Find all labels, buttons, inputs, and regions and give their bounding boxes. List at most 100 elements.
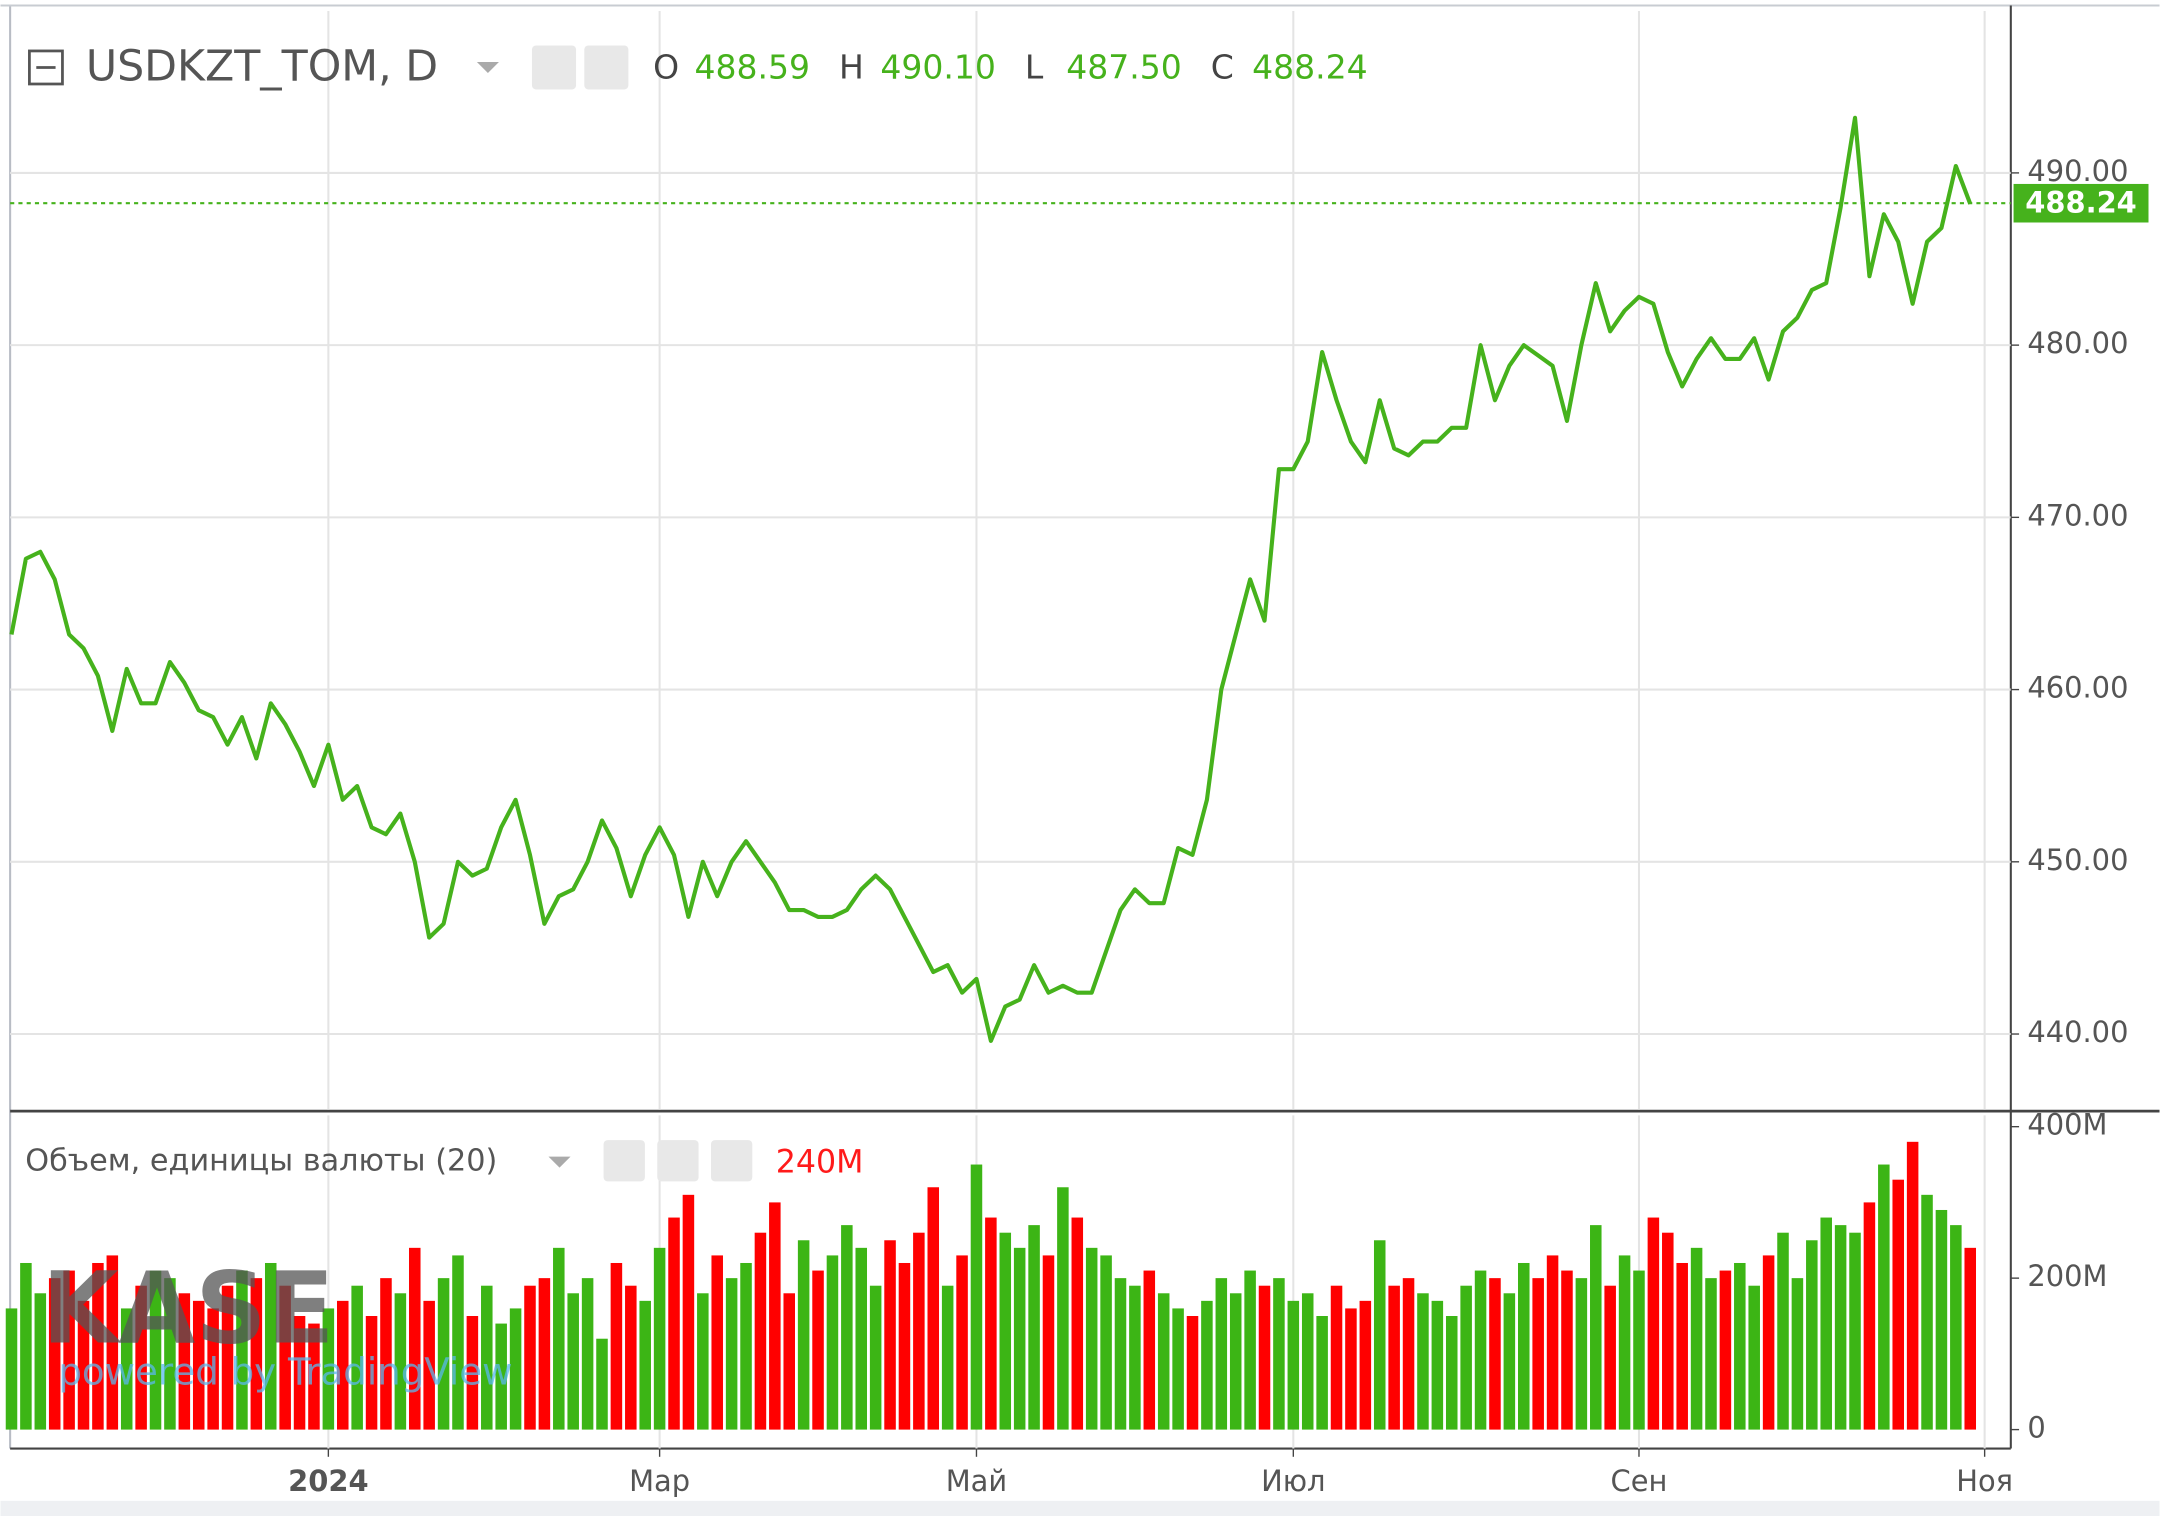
volume-bar xyxy=(1388,1285,1400,1430)
volume-bar xyxy=(1618,1255,1631,1430)
volume-bar xyxy=(264,1262,277,1430)
volume-bar xyxy=(336,1300,349,1430)
volume-bar xyxy=(970,1164,983,1430)
volume-bar xyxy=(941,1285,954,1430)
volume-bar xyxy=(581,1278,594,1430)
y-tick-label: 450.00 xyxy=(2027,843,2128,877)
volume-bar xyxy=(1690,1247,1703,1430)
volume-bar xyxy=(1532,1278,1544,1430)
eye-icon[interactable] xyxy=(531,45,577,90)
volume-bar xyxy=(1445,1316,1458,1430)
eye-icon[interactable] xyxy=(603,1140,645,1182)
volume-bar xyxy=(740,1262,752,1430)
y-tick-label: 400M xyxy=(2027,1108,2107,1142)
volume-bar xyxy=(192,1300,205,1430)
volume-bar xyxy=(322,1308,335,1430)
volume-bar xyxy=(1546,1255,1559,1430)
volume-bar xyxy=(855,1247,868,1430)
volume-bar xyxy=(625,1285,637,1430)
price-line xyxy=(9,115,1973,1043)
volume-bar xyxy=(1748,1285,1760,1430)
ohlc-value: 488.24 xyxy=(1252,47,1368,86)
volume-bar xyxy=(279,1285,291,1430)
y-tick-label: 460.00 xyxy=(2027,671,2128,705)
volume-bar xyxy=(999,1232,1012,1430)
volume-bar xyxy=(913,1232,925,1430)
volume-bar xyxy=(1935,1209,1948,1430)
volume-bar xyxy=(178,1293,191,1430)
volume-bar xyxy=(409,1247,421,1430)
marks: 488.24 xyxy=(5,115,2149,1430)
volume-bar xyxy=(1402,1278,1415,1430)
volume-bar xyxy=(452,1255,464,1430)
volume-bar xyxy=(1186,1316,1199,1430)
volume-bar xyxy=(653,1247,666,1430)
x-tick-label: Сен xyxy=(1611,1464,1668,1498)
volume-bar xyxy=(1229,1293,1242,1430)
volume-bar xyxy=(149,1270,162,1430)
volume-bar xyxy=(293,1316,306,1430)
volume-bar xyxy=(639,1300,651,1430)
volume-bar xyxy=(437,1278,450,1430)
x-tick-label: Мар xyxy=(629,1464,690,1498)
ohlc: O 488.59 H 490.10 L 487.50 C 488.24 xyxy=(653,47,1368,86)
volume-bar xyxy=(77,1300,90,1430)
volume-bar xyxy=(1892,1179,1904,1430)
volume-bar xyxy=(1633,1270,1645,1430)
volume-bar xyxy=(1647,1217,1660,1430)
volume-bar xyxy=(1518,1262,1530,1430)
volume-bar xyxy=(1301,1293,1314,1430)
volume-bar xyxy=(956,1255,968,1430)
volume-bar xyxy=(1085,1247,1098,1430)
dropdown-icon[interactable] xyxy=(548,1156,571,1168)
ohlc-value: 488.59 xyxy=(694,47,810,86)
y-tick-label: 470.00 xyxy=(2027,498,2128,532)
settings-icon[interactable] xyxy=(584,45,629,90)
volume-bar xyxy=(495,1323,507,1430)
close-icon[interactable] xyxy=(710,1140,753,1182)
volume-bar xyxy=(1474,1270,1487,1430)
x-tick-label: 2024 xyxy=(288,1464,368,1498)
volume-bar xyxy=(1676,1262,1688,1430)
volume-bar xyxy=(1791,1278,1804,1430)
volume-bar xyxy=(466,1316,479,1430)
ohlc-label: H xyxy=(839,47,864,86)
dropdown-icon[interactable] xyxy=(476,61,499,73)
symbol-title: USDKZT_TOM, D xyxy=(86,41,438,91)
volume-bar xyxy=(481,1285,493,1430)
volume-bar xyxy=(769,1202,781,1430)
volume-bar xyxy=(524,1285,536,1430)
volume-value: 240M xyxy=(776,1145,864,1181)
settings-icon[interactable] xyxy=(657,1140,699,1182)
volume-bar xyxy=(250,1278,263,1430)
volume-bar xyxy=(1460,1285,1472,1430)
volume-bar xyxy=(135,1285,147,1430)
x-tick-label: Май xyxy=(946,1464,1007,1498)
volume-bar xyxy=(1849,1232,1861,1430)
volume-bar xyxy=(1201,1300,1213,1430)
watermark-logo: KASE xyxy=(42,1251,335,1366)
volume-bar xyxy=(553,1247,565,1430)
volume-bar xyxy=(783,1293,795,1430)
volume-bar xyxy=(1834,1225,1847,1430)
volume-bar xyxy=(365,1316,378,1430)
ohlc-value: 490.10 xyxy=(880,47,996,86)
volume-bar xyxy=(380,1278,392,1430)
volume-bar xyxy=(1575,1278,1588,1430)
volume-bar xyxy=(927,1187,940,1430)
volume-title: Объем, единицы валюты (20) xyxy=(25,1144,497,1179)
volume-bar xyxy=(697,1293,709,1430)
volume-bar xyxy=(1719,1270,1732,1430)
ohlc-label: O xyxy=(653,47,679,86)
x-tick-label: Ноя xyxy=(1956,1464,2013,1498)
volume-bar xyxy=(1662,1232,1674,1430)
volume-bar xyxy=(1258,1285,1271,1430)
volume-bar xyxy=(1964,1247,1977,1430)
ohlc-value: 487.50 xyxy=(1066,47,1182,86)
volume-bar xyxy=(682,1194,695,1430)
volume-bar xyxy=(812,1270,824,1430)
volume-bar xyxy=(1057,1187,1069,1430)
volume-bar xyxy=(754,1232,767,1430)
volume-bar xyxy=(1100,1255,1112,1430)
collapse-icon[interactable] xyxy=(28,49,64,86)
